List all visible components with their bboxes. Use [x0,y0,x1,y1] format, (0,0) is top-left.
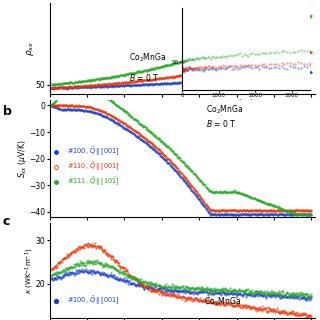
Text: Co$_2$MnGa: Co$_2$MnGa [204,295,241,308]
Text: #110, $\bar{Q}$$\parallel$[001]: #110, $\bar{Q}$$\parallel$[001] [67,161,120,173]
Y-axis label: $S_{xx}$ ($\mu$V/K): $S_{xx}$ ($\mu$V/K) [16,139,29,178]
Text: Co$_2$MnGa: Co$_2$MnGa [129,52,166,64]
Text: b: b [3,105,12,118]
Text: $B$ = 0 T: $B$ = 0 T [129,72,160,83]
Text: #100, $\bar{Q}$$\parallel$[001]: #100, $\bar{Q}$$\parallel$[001] [67,295,120,307]
Text: Co$_2$MnGa: Co$_2$MnGa [206,104,243,116]
Text: #111, $\bar{Q}$$\parallel$[10$\bar{1}$]: #111, $\bar{Q}$$\parallel$[10$\bar{1}$] [67,176,120,188]
Text: c: c [3,215,10,228]
Y-axis label: $\kappa$ (WK$^{-1}$m$^{-1}$): $\kappa$ (WK$^{-1}$m$^{-1}$) [23,247,36,294]
Y-axis label: $\rho_{xx}$: $\rho_{xx}$ [25,41,36,56]
Text: #100, $\bar{Q}$$\parallel$[001]: #100, $\bar{Q}$$\parallel$[001] [67,146,120,158]
Text: $B$ = 0 T: $B$ = 0 T [206,118,237,129]
